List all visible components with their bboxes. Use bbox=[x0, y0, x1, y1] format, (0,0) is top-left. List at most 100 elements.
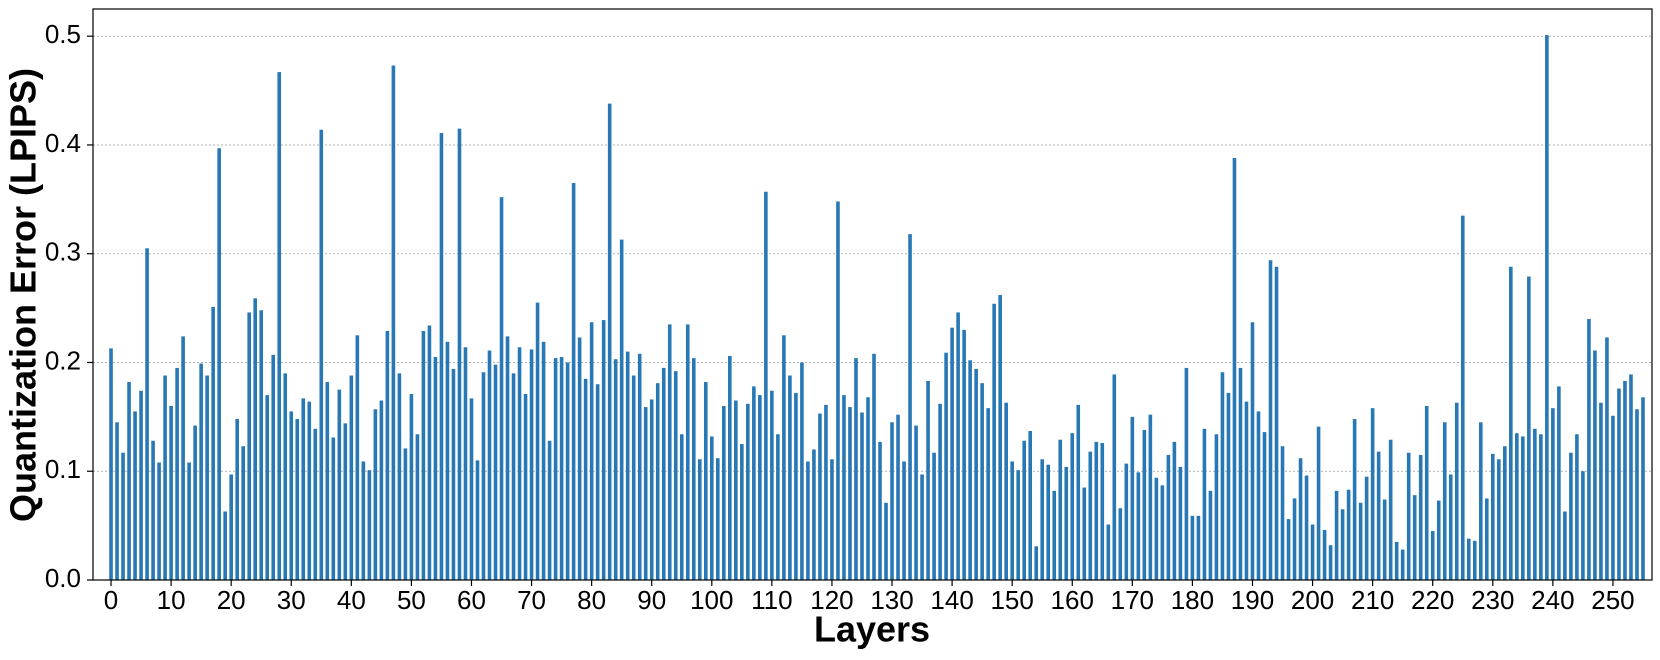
bar bbox=[1460, 215, 1465, 580]
bar bbox=[439, 132, 444, 580]
bar bbox=[607, 103, 612, 580]
bar bbox=[1370, 408, 1375, 580]
bar bbox=[1623, 380, 1627, 580]
bar bbox=[1316, 426, 1321, 580]
bar bbox=[1250, 322, 1255, 580]
bar bbox=[956, 312, 960, 580]
bar bbox=[908, 234, 912, 580]
bar bbox=[565, 362, 570, 580]
bar bbox=[1484, 498, 1489, 580]
bar bbox=[932, 452, 936, 580]
bar bbox=[121, 452, 125, 580]
bar bbox=[1442, 422, 1447, 580]
y-tick-label: 0.2 bbox=[45, 345, 81, 375]
bar bbox=[619, 239, 624, 580]
bar bbox=[433, 357, 438, 580]
bar bbox=[421, 330, 426, 580]
bar bbox=[824, 404, 828, 580]
bar bbox=[1539, 434, 1543, 580]
bar bbox=[517, 347, 522, 580]
bar bbox=[703, 382, 708, 580]
bar bbox=[1436, 500, 1441, 580]
bar bbox=[1166, 454, 1171, 580]
bar bbox=[1497, 459, 1501, 580]
bar bbox=[667, 324, 672, 580]
bar bbox=[1376, 451, 1381, 580]
bar bbox=[415, 434, 420, 580]
bar bbox=[1466, 538, 1471, 580]
bar bbox=[1268, 260, 1273, 580]
bar bbox=[457, 128, 462, 580]
x-tick-label: 140 bbox=[930, 585, 973, 615]
bar bbox=[1509, 266, 1513, 580]
bar bbox=[734, 400, 738, 580]
bar bbox=[133, 411, 137, 580]
bar bbox=[968, 360, 972, 580]
bar bbox=[896, 414, 900, 580]
bar bbox=[758, 395, 762, 580]
bar bbox=[1358, 502, 1363, 580]
bar bbox=[812, 449, 816, 580]
bar bbox=[109, 348, 113, 580]
bar bbox=[379, 400, 384, 580]
bar bbox=[884, 502, 888, 580]
x-tick-label: 50 bbox=[397, 585, 426, 615]
bar bbox=[1478, 422, 1483, 580]
bar bbox=[926, 380, 930, 580]
bar bbox=[445, 341, 450, 580]
x-tick-label: 250 bbox=[1591, 585, 1634, 615]
bar bbox=[1545, 35, 1549, 581]
x-tick-label: 90 bbox=[637, 585, 666, 615]
bar bbox=[800, 362, 804, 580]
bar bbox=[241, 446, 245, 580]
bar bbox=[1503, 446, 1507, 580]
bar bbox=[469, 398, 474, 580]
bar bbox=[163, 375, 167, 580]
bar bbox=[349, 375, 354, 580]
bar bbox=[1172, 441, 1177, 580]
bar bbox=[794, 392, 798, 580]
bar bbox=[902, 461, 906, 580]
x-tick-label: 60 bbox=[457, 585, 486, 615]
bar bbox=[529, 349, 534, 580]
bar bbox=[115, 422, 119, 580]
bar bbox=[1605, 337, 1609, 580]
bar bbox=[1569, 452, 1573, 580]
bar bbox=[1328, 545, 1333, 580]
bar bbox=[1106, 524, 1111, 580]
bar bbox=[253, 298, 258, 580]
x-tick-label: 10 bbox=[157, 585, 186, 615]
bar bbox=[499, 197, 504, 581]
bar bbox=[764, 191, 768, 580]
bar bbox=[1575, 434, 1579, 580]
bar bbox=[1430, 531, 1435, 580]
bar bbox=[1088, 451, 1093, 580]
x-tick-label: 160 bbox=[1051, 585, 1094, 615]
x-tick-label: 30 bbox=[277, 585, 306, 615]
bar bbox=[547, 440, 552, 580]
bar bbox=[848, 407, 852, 580]
bar bbox=[331, 437, 336, 580]
bar bbox=[259, 310, 264, 580]
bar bbox=[1178, 466, 1183, 580]
bar bbox=[397, 373, 402, 580]
bar bbox=[313, 428, 318, 580]
bar bbox=[625, 351, 630, 580]
plot-frame bbox=[92, 8, 1653, 581]
bar bbox=[1184, 367, 1189, 580]
x-tick-label: 100 bbox=[690, 585, 733, 615]
x-tick-label: 240 bbox=[1531, 585, 1574, 615]
bar bbox=[673, 371, 678, 580]
bar bbox=[1052, 490, 1057, 580]
bar bbox=[980, 383, 984, 580]
bar bbox=[157, 462, 161, 580]
bar bbox=[1587, 318, 1591, 580]
bar bbox=[175, 367, 179, 580]
bar bbox=[782, 335, 786, 580]
bar bbox=[752, 386, 756, 580]
bar bbox=[806, 461, 810, 580]
bar bbox=[830, 459, 834, 580]
bar bbox=[187, 462, 191, 580]
bar bbox=[223, 511, 227, 580]
bar bbox=[367, 470, 372, 580]
